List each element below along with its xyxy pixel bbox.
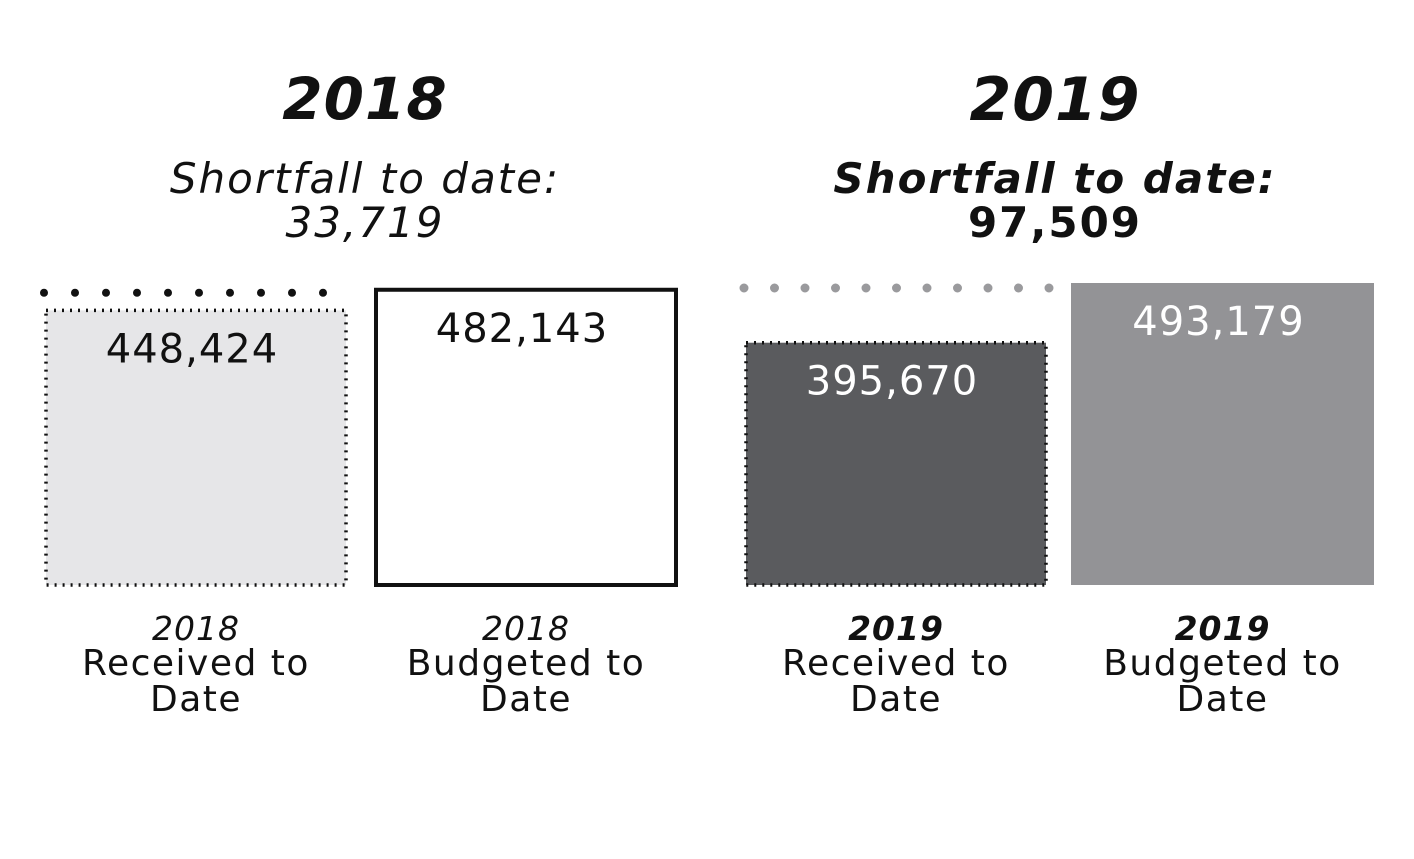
value-label-2019-received: 395,670 bbox=[806, 359, 978, 405]
bar-2018-budgeted-to-date bbox=[374, 287, 678, 587]
category-year: 2018 bbox=[152, 609, 240, 648]
category-line: Date bbox=[849, 679, 943, 721]
bar-2019-received-to-date bbox=[744, 340, 1048, 587]
shortfall-value-2018: 33,719 bbox=[285, 198, 445, 247]
value-label-2018-received: 448,424 bbox=[106, 326, 278, 372]
panel-2019: 2019 Shortfall to date: 97,509 bbox=[710, 0, 1400, 859]
category-line: Received to bbox=[782, 642, 1010, 684]
category-year: 2019 bbox=[848, 609, 944, 648]
category-line: Date bbox=[149, 679, 243, 721]
category-label-2018-budgeted: 2018 Budgeted to Date bbox=[376, 612, 676, 719]
shortfall-label-2018: Shortfall to date: bbox=[169, 154, 561, 203]
shortfall-label-2019: Shortfall to date: bbox=[833, 154, 1277, 203]
category-year: 2019 bbox=[1174, 609, 1271, 648]
category-line: Budgeted to bbox=[1103, 642, 1342, 684]
category-year: 2018 bbox=[482, 609, 570, 648]
category-label-2019-budgeted: 2019 Budgeted to Date bbox=[1071, 612, 1374, 719]
category-line: Date bbox=[479, 679, 573, 721]
bar-2019-budgeted-to-date bbox=[1071, 283, 1374, 585]
value-label-2019-budgeted: 493,179 bbox=[1132, 299, 1304, 345]
year-title-2019: 2019 bbox=[969, 65, 1141, 135]
category-label-2018-received: 2018 Received to Date bbox=[46, 612, 346, 719]
category-label-2019-received: 2019 Received to Date bbox=[746, 612, 1046, 719]
bar-2018-received-to-date bbox=[44, 308, 348, 587]
category-line: Date bbox=[1176, 679, 1269, 721]
shortfall-value-2019: 97,509 bbox=[967, 198, 1143, 247]
category-line: Budgeted to bbox=[406, 642, 646, 684]
value-label-2018-budgeted: 482,143 bbox=[436, 306, 608, 352]
category-line: Received to bbox=[82, 642, 310, 684]
panel-2018: 2018 Shortfall to date: 33,719 bbox=[20, 0, 710, 859]
year-title-2018: 2018 bbox=[282, 65, 448, 133]
